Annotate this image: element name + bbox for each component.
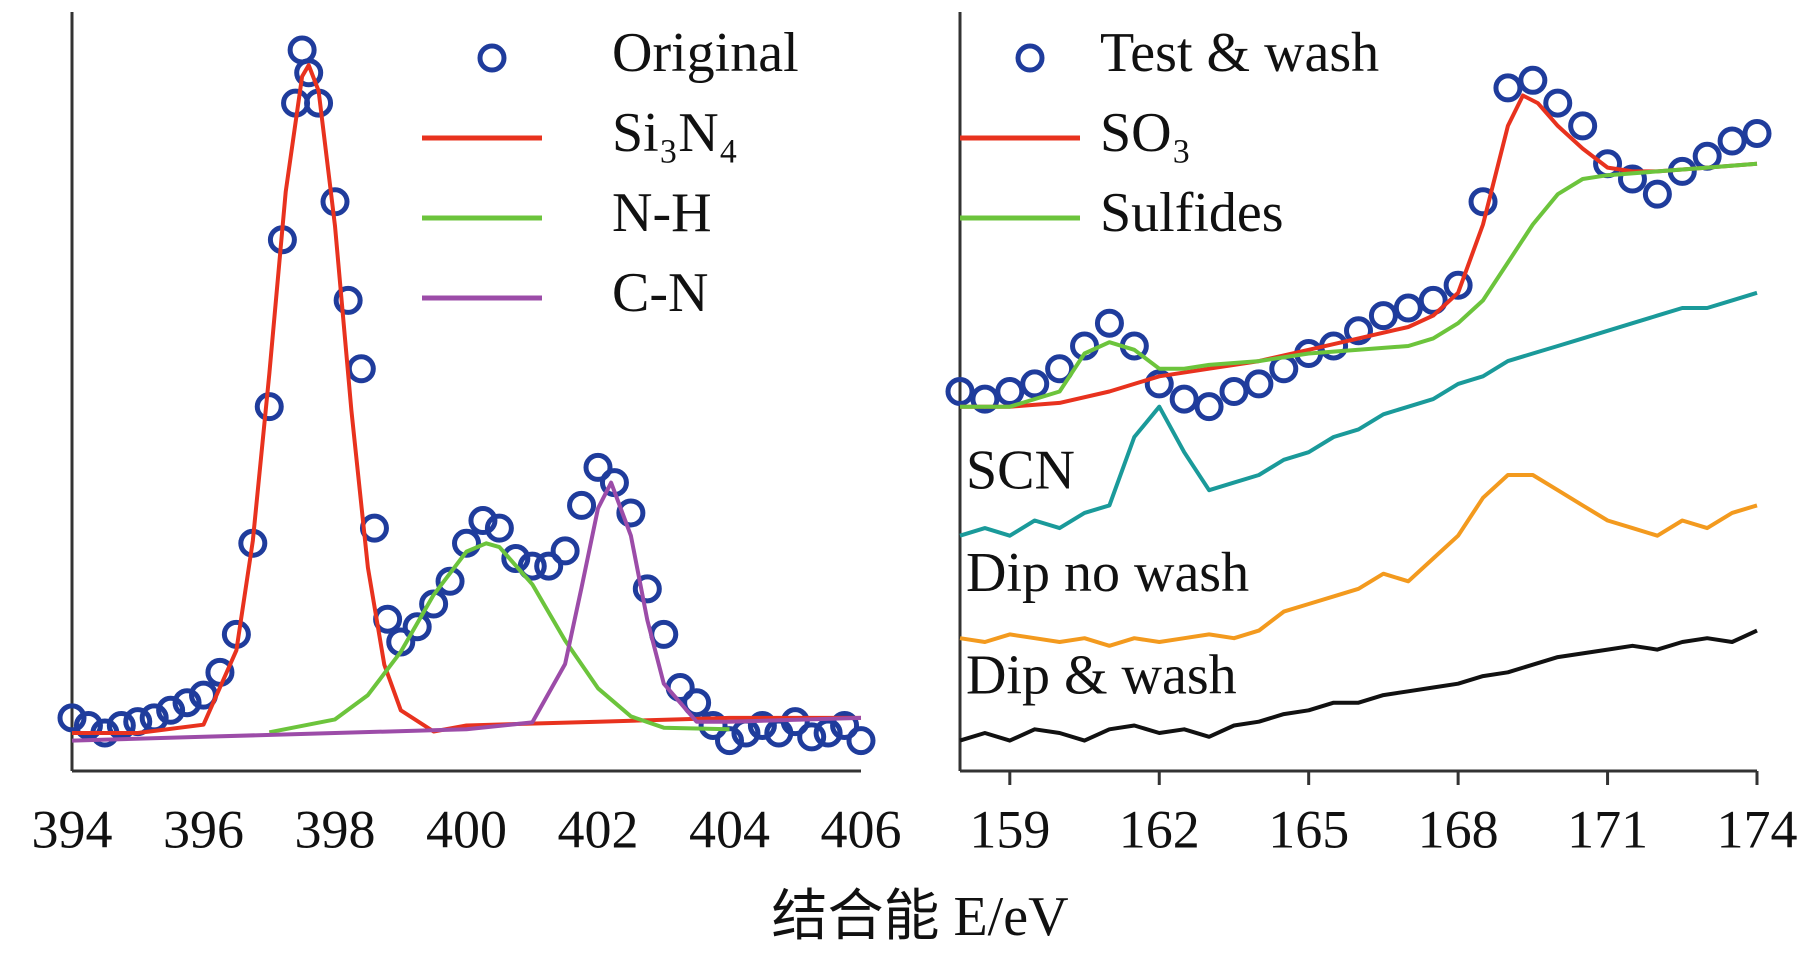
data-point — [254, 392, 284, 422]
data-point — [813, 718, 843, 748]
x-tick-label: 171 — [1567, 799, 1648, 859]
data-point — [1568, 111, 1598, 141]
series-line — [959, 473, 1758, 648]
data-point — [1642, 179, 1672, 209]
data-point — [1717, 126, 1747, 156]
x-tick-label: 402 — [558, 799, 639, 859]
data-point — [616, 498, 646, 528]
x-axis-label: 结合能 E/eV — [771, 886, 1068, 948]
legend-label: N-H — [612, 182, 712, 244]
data-point — [945, 377, 975, 406]
data-point — [1493, 73, 1523, 103]
data-point — [1045, 354, 1075, 384]
x-tick-label: 398 — [295, 799, 376, 859]
legend-marker — [477, 43, 507, 73]
data-point — [534, 551, 564, 581]
data-point — [830, 710, 860, 740]
data-point — [970, 384, 1000, 414]
series-line — [960, 161, 1758, 409]
data-point — [1344, 316, 1373, 346]
data-point — [1368, 301, 1398, 331]
data-point — [156, 695, 186, 725]
data-point — [567, 490, 597, 520]
data-point — [172, 688, 202, 718]
data-point — [797, 722, 827, 752]
data-point — [1219, 377, 1249, 406]
data-point — [1443, 270, 1473, 300]
data-point — [632, 574, 662, 604]
data-point — [698, 710, 728, 740]
data-point — [517, 551, 547, 581]
legend-label: SO₃ — [1100, 102, 1191, 164]
data-point — [452, 528, 481, 558]
data-point — [468, 506, 498, 536]
data-point — [649, 619, 679, 649]
x-tick-label: 400 — [426, 799, 507, 859]
data-point — [1393, 293, 1423, 323]
data-point — [583, 452, 613, 482]
x-tick-label: 165 — [1268, 799, 1349, 859]
data-point — [1020, 369, 1050, 399]
data-point — [333, 285, 363, 315]
data-point — [747, 710, 777, 740]
data-point — [1094, 308, 1124, 338]
legend-marker — [1015, 43, 1045, 73]
data-point — [995, 377, 1025, 406]
x-tick-label: 159 — [969, 799, 1050, 859]
data-point — [1169, 384, 1199, 414]
legend-label: C-N — [612, 262, 708, 324]
data-point — [294, 58, 324, 88]
data-point — [1468, 187, 1498, 217]
series-line — [959, 290, 1758, 538]
x-tick-label: 396 — [163, 799, 244, 859]
data-point — [846, 726, 876, 756]
data-point — [682, 688, 712, 718]
data-point — [1144, 369, 1174, 399]
data-point — [1518, 65, 1548, 95]
x-tick-label: 406 — [821, 799, 902, 859]
series-line — [268, 541, 730, 735]
data-point — [402, 612, 432, 642]
x-tick-label: 404 — [689, 799, 770, 859]
data-point — [1742, 118, 1772, 148]
series-line — [71, 480, 862, 743]
legend-label: Sulfides — [1100, 182, 1284, 244]
data-point — [550, 536, 580, 566]
data-point — [73, 710, 103, 740]
x-tick-label: 174 — [1717, 799, 1798, 859]
x-tick-label: 162 — [1119, 799, 1200, 859]
x-tick-label: 168 — [1418, 799, 1499, 859]
legend-label: Test & wash — [1100, 22, 1379, 84]
legend-label: Original — [612, 22, 799, 84]
series-label: Dip no wash — [966, 542, 1249, 604]
data-point — [1692, 141, 1722, 171]
data-point — [1543, 88, 1573, 118]
data-point — [1194, 392, 1224, 422]
data-point — [346, 354, 376, 384]
data-point — [1418, 285, 1448, 315]
series-label: Dip & wash — [966, 644, 1237, 706]
data-point — [1593, 149, 1623, 179]
data-point — [501, 543, 531, 573]
series-line — [959, 628, 1758, 743]
data-point — [1617, 164, 1647, 194]
legend-label: Si₃N₄ — [612, 102, 738, 164]
data-point — [57, 703, 87, 733]
x-tick-label: 394 — [32, 799, 113, 859]
series-line — [960, 93, 1758, 409]
data-point — [484, 513, 514, 543]
series-label: SCN — [966, 440, 1075, 502]
data-point — [435, 566, 465, 596]
series-line — [72, 63, 861, 735]
data-point — [1244, 369, 1274, 399]
